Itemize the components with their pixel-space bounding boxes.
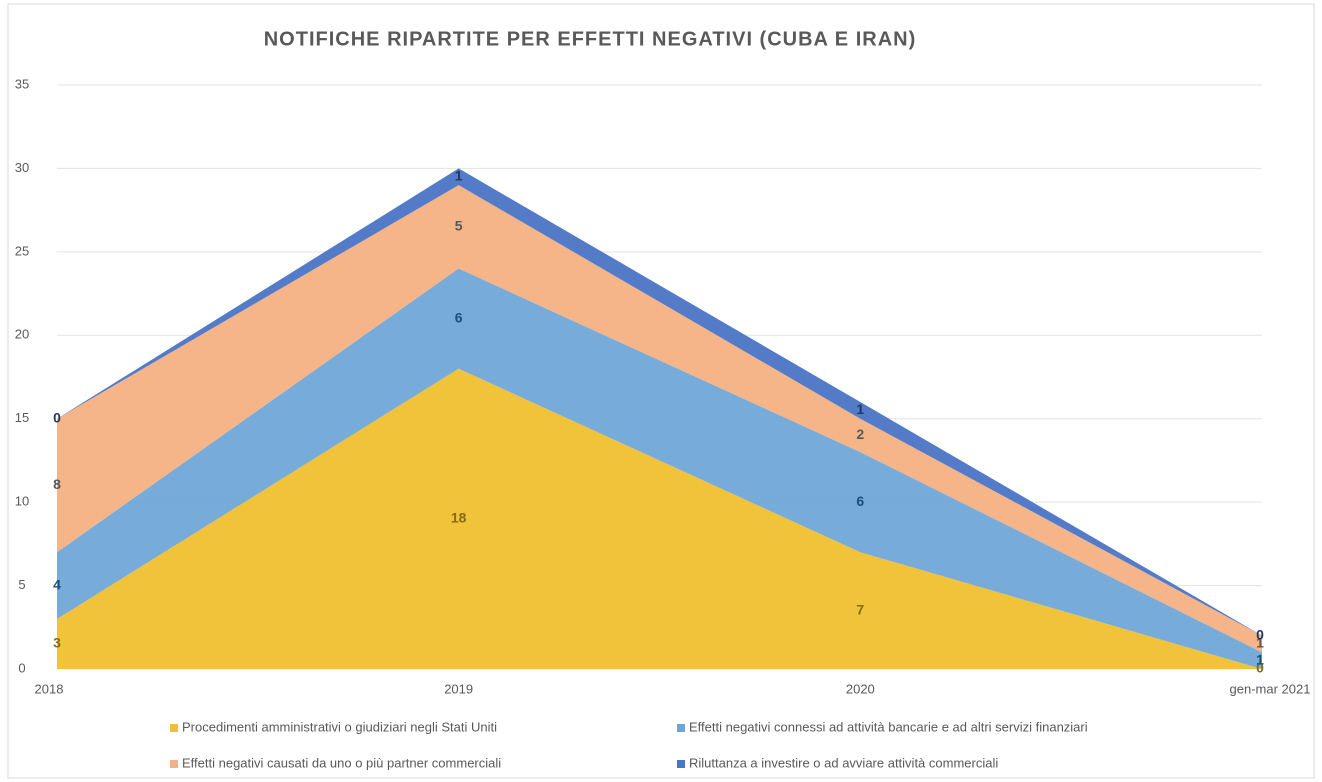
data-label: 6 — [856, 493, 864, 509]
data-label: 1 — [856, 401, 864, 417]
legend-label: Effetti negativi connessi ad attività ba… — [689, 719, 1088, 734]
data-label: 6 — [455, 309, 463, 325]
data-label: 5 — [455, 218, 463, 234]
y-tick-label: 10 — [15, 494, 29, 509]
legend-label: Riluttanza a investire o ad avviare atti… — [689, 755, 998, 770]
area — [57, 368, 1262, 669]
y-tick-label: 20 — [15, 327, 29, 342]
legend-swatch — [170, 724, 178, 732]
y-tick-label: 25 — [15, 243, 29, 258]
data-label: 3 — [53, 635, 61, 651]
x-tick-label: 2020 — [846, 681, 875, 696]
area — [57, 268, 1262, 669]
y-tick-label: 15 — [15, 410, 29, 425]
data-label: 7 — [856, 601, 864, 617]
data-label: 0 — [1256, 660, 1264, 676]
legend-label: Procedimenti amministrativi o giudiziari… — [182, 719, 497, 734]
legend-swatch — [677, 760, 685, 768]
y-tick-label: 30 — [15, 160, 29, 175]
data-label: 8 — [53, 476, 61, 492]
area — [57, 185, 1262, 653]
x-tick-label: 2019 — [444, 681, 473, 696]
data-label: 2 — [856, 426, 864, 442]
legend-swatch — [677, 724, 685, 732]
data-label: 1 — [1256, 635, 1264, 651]
x-tick-label: gen-mar 2021 — [1230, 681, 1311, 696]
data-label: 4 — [53, 576, 61, 592]
data-label: 0 — [1256, 626, 1264, 642]
y-tick-label: 5 — [18, 577, 25, 592]
legend-swatch — [170, 760, 178, 768]
chart-title: NOTIFICHE RIPARTITE PER EFFETTI NEGATIVI… — [264, 28, 917, 50]
x-tick-label: 2018 — [35, 681, 64, 696]
y-tick-label: 0 — [18, 660, 25, 675]
data-label: 1 — [1256, 651, 1264, 667]
data-label: 1 — [455, 167, 463, 183]
y-tick-label: 35 — [15, 76, 29, 91]
legend-label: Effetti negativi causati da uno o più pa… — [182, 755, 501, 770]
data-label: 18 — [451, 510, 467, 526]
data-label: 0 — [53, 409, 61, 425]
